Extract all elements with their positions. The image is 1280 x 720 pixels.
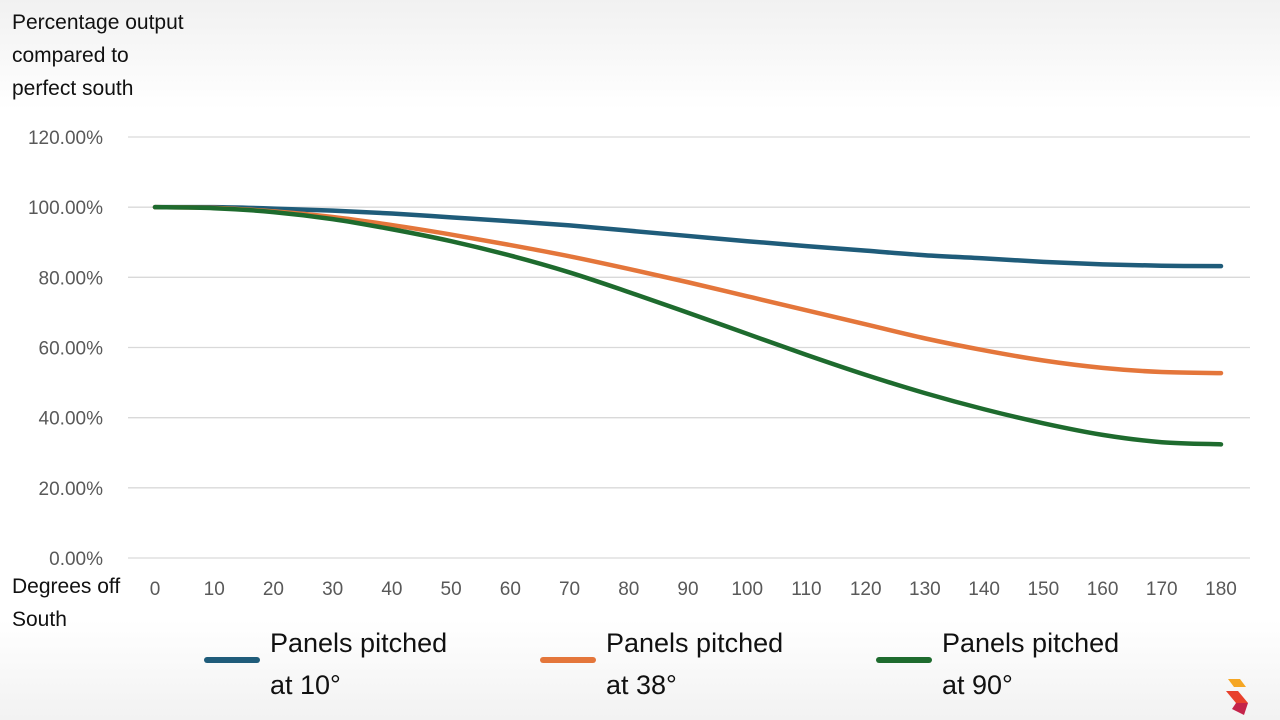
x-tick-label: 50 — [441, 579, 462, 600]
legend-swatch-pitched-38 — [540, 657, 596, 663]
logo-shape-middle — [1226, 691, 1248, 703]
x-tick-label: 0 — [150, 579, 161, 600]
logo-shape-top — [1228, 679, 1246, 687]
y-tick-label: 60.00% — [39, 339, 104, 360]
legend-label-line-1: Panels pitched — [270, 628, 448, 658]
x-tick-label: 90 — [677, 579, 698, 600]
x-tick-label: 180 — [1205, 579, 1237, 600]
x-tick-label: 20 — [263, 579, 284, 600]
gridlines — [128, 136, 1250, 559]
brand-logo-icon — [1226, 679, 1248, 715]
legend-label-pitched-10: Panels pitched at 10° — [270, 622, 447, 706]
series-lines — [152, 204, 1224, 447]
legend-label-line-1: Panels pitched — [942, 628, 1120, 658]
y-axis-ticks: 0.00% 20.00% 40.00% 60.00% 80.00% 100.00% 120.… — [28, 128, 103, 570]
series-line-0 — [152, 204, 1224, 269]
legend-label-pitched-38: Panels pitched at 38° — [606, 622, 783, 706]
logo-shape-bottom — [1232, 703, 1248, 715]
x-tick-label: 40 — [381, 579, 402, 600]
x-axis-title: Degrees off South — [12, 570, 120, 636]
x-tick-label: 130 — [909, 579, 941, 600]
x-tick-label: 100 — [731, 579, 763, 600]
x-tick-label: 10 — [204, 579, 225, 600]
x-tick-label: 150 — [1027, 579, 1059, 600]
legend-item-pitched-10: Panels pitched at 10° — [204, 622, 504, 708]
legend-item-pitched-90: Panels pitched at 90° — [876, 622, 1176, 708]
legend-swatch-pitched-10 — [204, 657, 260, 663]
legend-label-line-2: at 10° — [270, 670, 341, 700]
y-tick-label: 40.00% — [39, 409, 104, 430]
y-axis-title-line-2: compared to — [12, 44, 129, 67]
legend-label-line-2: at 90° — [942, 670, 1013, 700]
y-tick-label: 100.00% — [28, 198, 103, 219]
y-axis-title: Percentage output compared to perfect so… — [12, 6, 212, 105]
y-tick-label: 80.00% — [39, 268, 104, 289]
y-axis-title-line-1: Percentage output — [12, 11, 184, 34]
x-axis-title-line-1: Degrees off — [12, 575, 121, 598]
legend-label-line-1: Panels pitched — [606, 628, 784, 658]
legend-label-pitched-90: Panels pitched at 90° — [942, 622, 1119, 706]
legend-swatch-pitched-90 — [876, 657, 932, 663]
x-tick-label: 140 — [968, 579, 1000, 600]
x-tick-label: 160 — [1087, 579, 1119, 600]
x-tick-label: 60 — [500, 579, 521, 600]
x-axis-ticks: 0 10 20 30 40 50 60 70 80 90 100 110 120 130 140 150 160… — [150, 579, 1237, 600]
legend-label-line-2: at 38° — [606, 670, 677, 700]
x-axis-title-line-2: South — [12, 608, 67, 631]
y-tick-label: 120.00% — [28, 128, 103, 149]
x-tick-label: 70 — [559, 579, 580, 600]
x-tick-label: 110 — [791, 579, 821, 600]
series-line-2 — [152, 204, 1224, 447]
legend-item-pitched-38: Panels pitched at 38° — [540, 622, 840, 708]
y-axis-title-line-3: perfect south — [12, 77, 134, 100]
y-tick-label: 0.00% — [49, 549, 103, 570]
y-tick-label: 20.00% — [39, 479, 104, 500]
x-tick-label: 80 — [618, 579, 639, 600]
series-line-1 — [152, 204, 1224, 376]
x-tick-label: 120 — [850, 579, 882, 600]
legend: Panels pitched at 10° Panels pitched at … — [0, 622, 1280, 712]
x-tick-label: 30 — [322, 579, 343, 600]
x-tick-label: 170 — [1146, 579, 1178, 600]
